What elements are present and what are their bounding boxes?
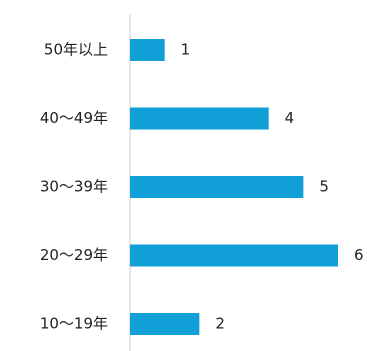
category-label-2: 40〜49年 (40, 109, 108, 127)
value-label-1: 1 (181, 41, 191, 59)
bar-4 (130, 244, 339, 267)
bar-2 (130, 107, 269, 130)
bar-5 (130, 313, 200, 335)
bar-1 (130, 39, 165, 61)
value-label-2: 4 (285, 109, 295, 127)
bar-3 (130, 176, 304, 198)
value-label-5: 2 (215, 315, 225, 333)
value-labels-group: 1 4 5 6 2 (181, 41, 364, 333)
value-label-4: 6 (354, 246, 364, 264)
bars-group (130, 39, 339, 335)
category-labels-group: 50年以上 40〜49年 30〜39年 20〜29年 10〜19年 (40, 41, 108, 333)
category-label-5: 10〜19年 (40, 315, 108, 333)
category-label-3: 30〜39年 (40, 178, 108, 196)
category-label-4: 20〜29年 (40, 246, 108, 264)
value-label-3: 5 (319, 178, 329, 196)
category-label-1: 50年以上 (44, 41, 108, 59)
